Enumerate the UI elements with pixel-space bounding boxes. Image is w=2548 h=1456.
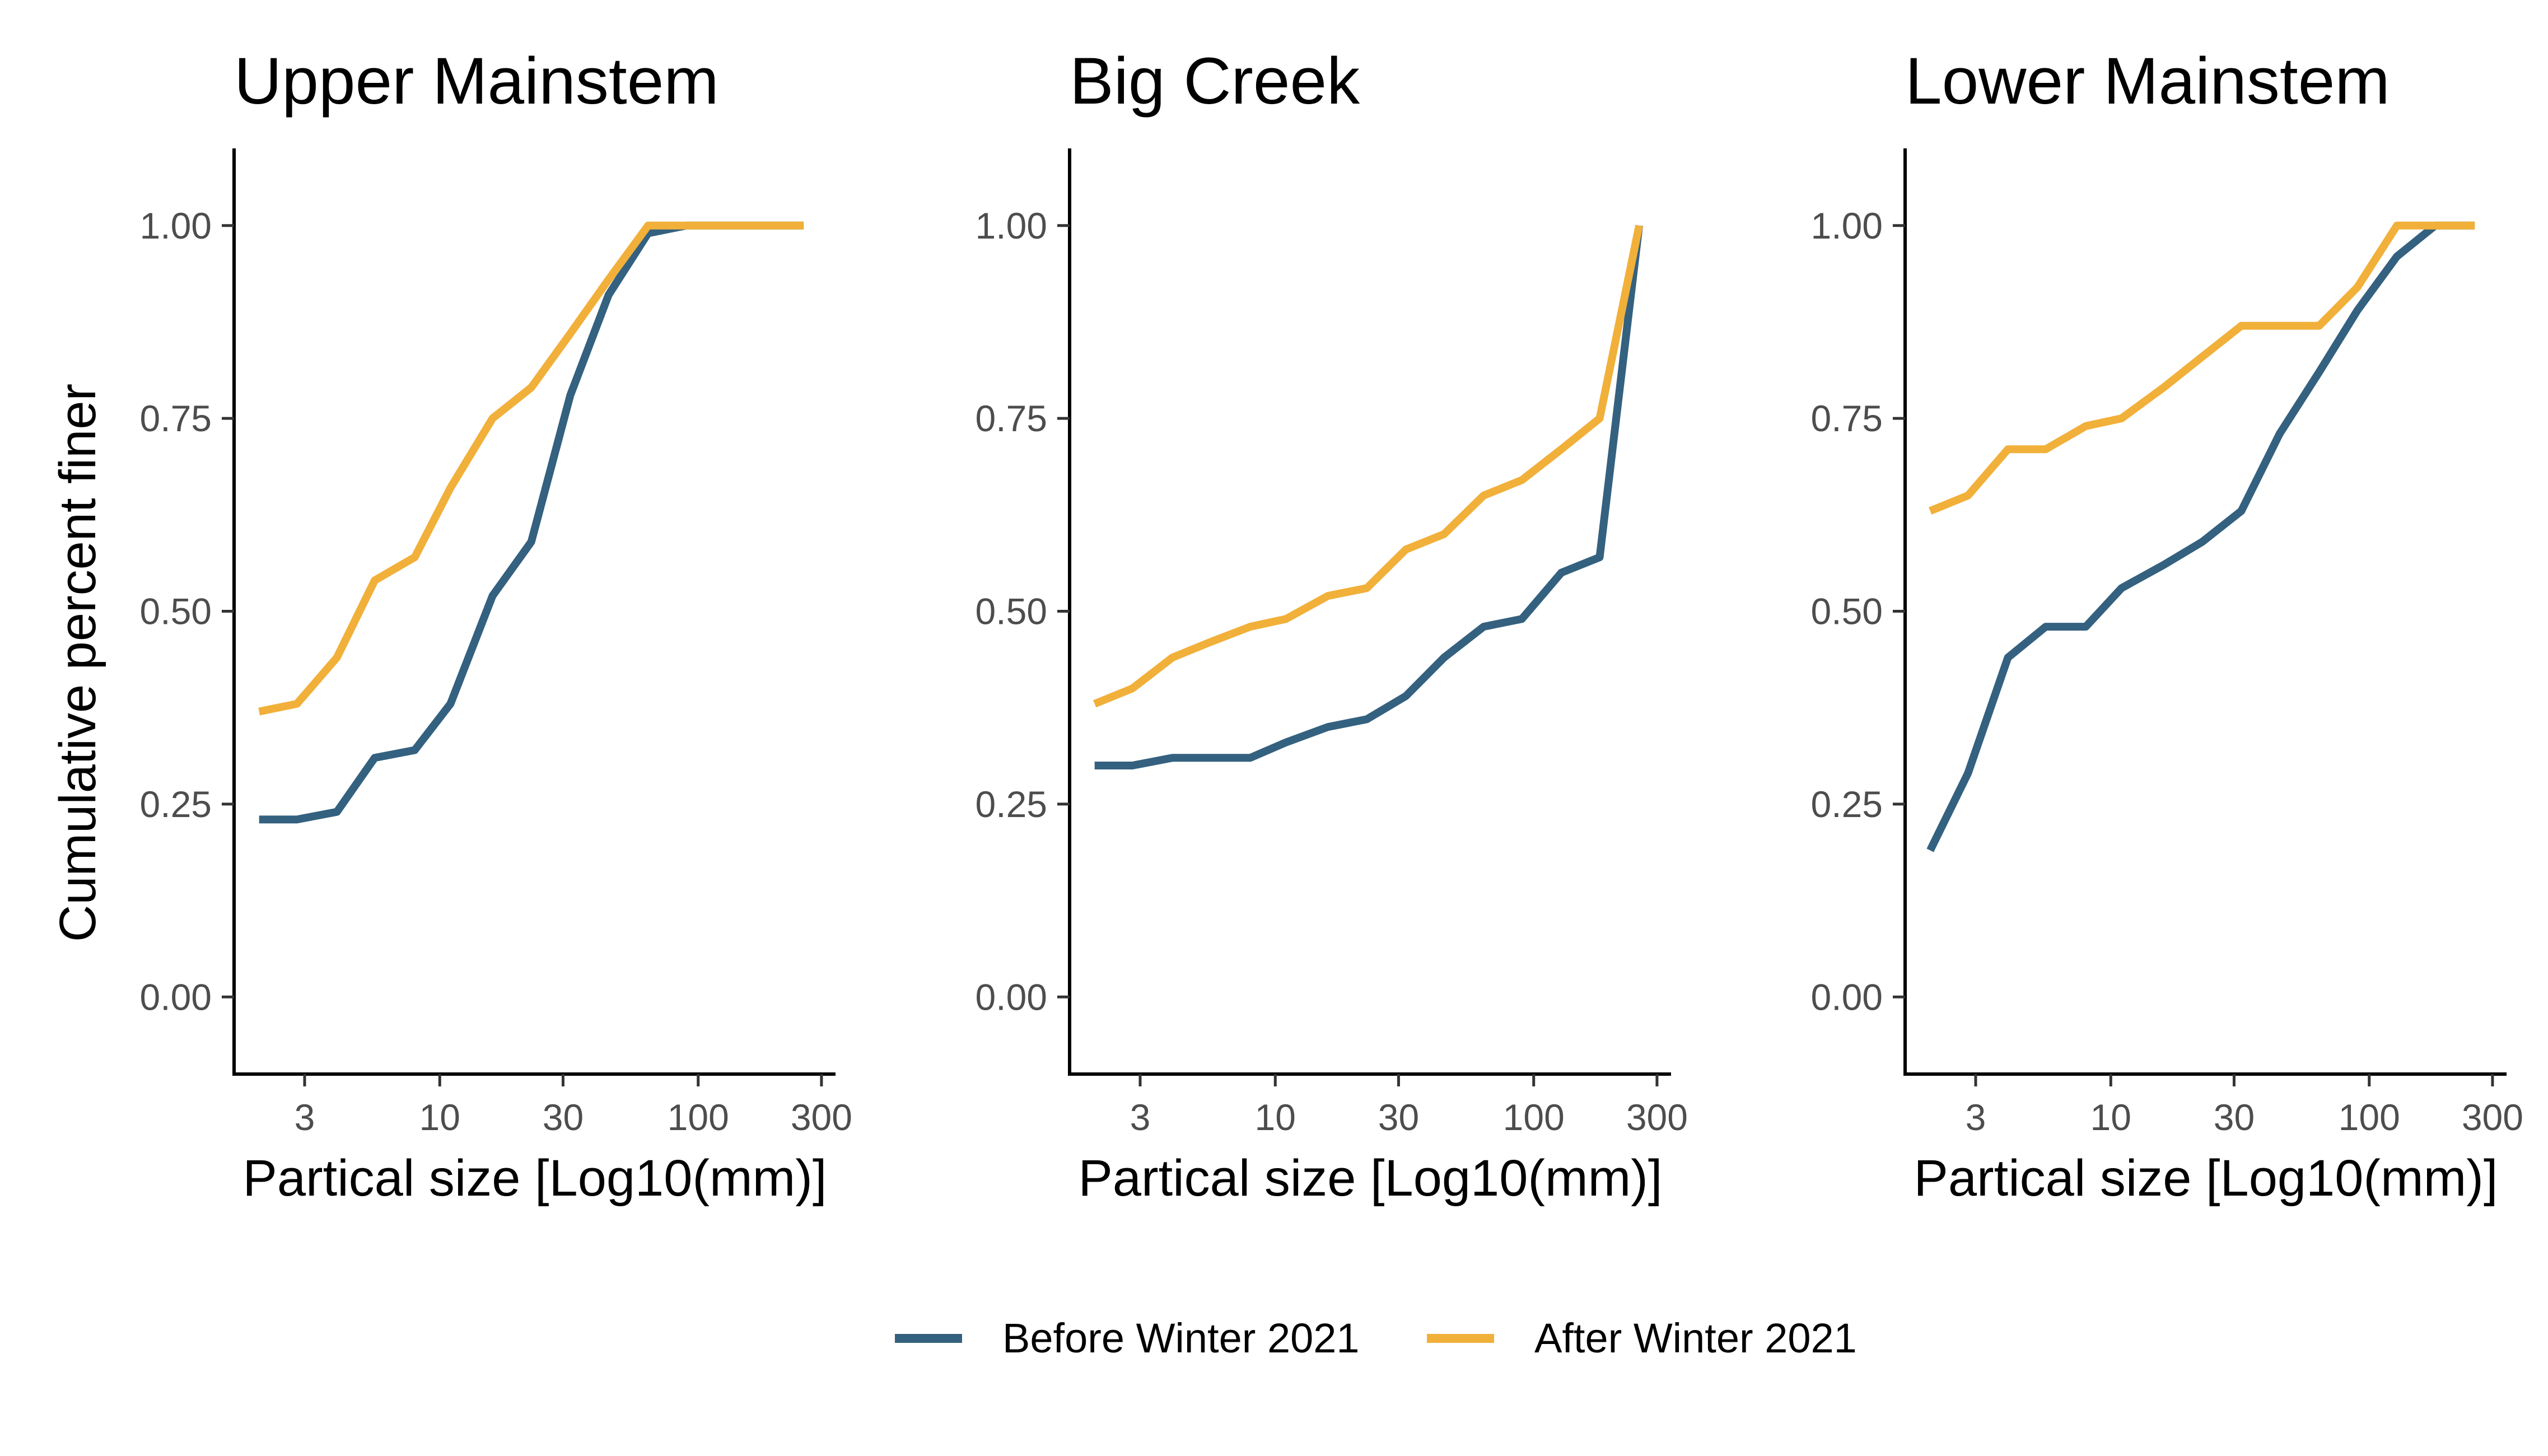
x-tick-label: 3 <box>1966 1096 1986 1138</box>
legend: Before Winter 2021 After Winter 2021 <box>895 1315 1857 1361</box>
y-tick-label: 0.50 <box>1811 591 1883 632</box>
y-axis-label: Cumulative percent finer <box>49 384 106 942</box>
panel-title: Lower Mainstem <box>1905 44 2390 118</box>
series-line-before <box>259 221 804 824</box>
y-tick-label: 0.75 <box>1811 398 1883 439</box>
x-tick-label: 30 <box>2214 1096 2255 1138</box>
x-tick-label: 300 <box>791 1096 852 1138</box>
x-axis-label: Partical size [Log10(mm)] <box>1914 1150 2498 1207</box>
x-tick-label: 10 <box>1255 1096 1296 1138</box>
x-tick-label: 100 <box>2339 1096 2400 1138</box>
y-tick-label: 0.50 <box>976 591 1047 632</box>
y-tick-label: 0.00 <box>976 976 1047 1018</box>
y-tick-label: 1.00 <box>976 205 1047 246</box>
y-tick-label: 0.25 <box>1811 783 1883 825</box>
y-tick-label: 0.25 <box>140 783 212 825</box>
panel-title: Upper Mainstem <box>234 44 719 118</box>
series-line-before <box>1926 221 2475 852</box>
x-tick-label: 3 <box>295 1096 315 1138</box>
legend-label-after: After Winter 2021 <box>1534 1315 1857 1361</box>
x-tick-label: 100 <box>668 1096 729 1138</box>
chart-panels: Upper Mainstem 0.00 0.25 0.50 0.75 1.00 3 10 30 1… <box>49 44 2523 1207</box>
series-line-before <box>1094 225 1644 769</box>
panel-title: Big Creek <box>1070 44 1360 118</box>
legend-label-before: Before Winter 2021 <box>1002 1315 1360 1361</box>
y-tick-label: 0.25 <box>976 783 1047 825</box>
x-tick-label: 10 <box>419 1096 460 1138</box>
x-axis-label: Partical size [Log10(mm)] <box>243 1150 827 1207</box>
y-tick-label: 0.50 <box>140 591 212 632</box>
series-line-after <box>258 221 804 716</box>
series-line-after <box>1929 221 2475 515</box>
series-line-after <box>1093 225 1643 708</box>
y-tick-label: 1.00 <box>1811 205 1883 246</box>
y-tick-label: 1.00 <box>140 205 212 246</box>
x-tick-label: 30 <box>1378 1096 1419 1138</box>
x-tick-label: 300 <box>1626 1096 1688 1138</box>
x-tick-label: 30 <box>543 1096 584 1138</box>
x-tick-label: 3 <box>1130 1096 1151 1138</box>
y-tick-label: 0.75 <box>140 398 212 439</box>
x-tick-label: 10 <box>2090 1096 2131 1138</box>
y-tick-label: 0.00 <box>1811 976 1883 1018</box>
y-tick-label: 0.00 <box>140 976 212 1018</box>
panel-2: Lower Mainstem 0.00 0.25 0.50 0.75 1.00 3 10 30 1… <box>1811 44 2523 1207</box>
x-tick-label: 300 <box>2462 1096 2523 1138</box>
panel-1: Big Creek 0.00 0.25 0.50 0.75 1.00 3 10 30 100 300… <box>976 44 1688 1207</box>
panel-0: Upper Mainstem 0.00 0.25 0.50 0.75 1.00 3 10 30 1… <box>49 44 852 1207</box>
x-tick-label: 100 <box>1503 1096 1565 1138</box>
y-tick-label: 0.75 <box>976 398 1047 439</box>
x-axis-label: Partical size [Log10(mm)] <box>1079 1150 1663 1207</box>
